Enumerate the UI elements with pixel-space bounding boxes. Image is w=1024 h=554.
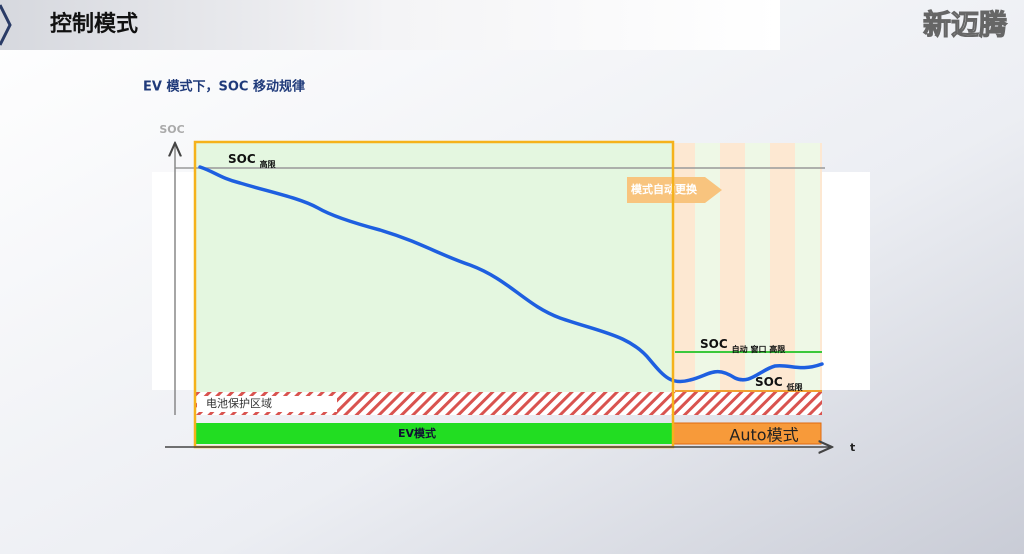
ev-region [195,143,672,392]
mode-switch-label: 模式自动更换 [631,182,698,196]
protection-label-bg [197,396,337,412]
soc: SOC [700,337,728,351]
window-high-label: SOC 自动 窗口 高限 [700,337,785,354]
mode-switch-arrow [627,177,722,203]
ev-mode-bar [196,423,672,444]
y-axis-label: SOC [159,123,184,136]
lower-limit-label: SOC 低限 [755,375,803,392]
protection-label: 电池保护区域 [206,396,272,410]
auto-stripe [795,143,820,392]
auto-mode-label: Auto模式 [729,426,798,445]
header-chevron [0,4,12,46]
soc: SOC [755,375,783,389]
soc: SOC [228,152,256,166]
ev-mode-label: EV模式 [398,426,436,440]
title: 控制模式 [50,11,138,37]
subscript: 低限 [786,382,803,392]
auto-stripe [745,143,770,392]
subscript: 高限 [260,159,276,169]
logo: 新迈腾 [923,8,1008,41]
subscript: 自动 窗口 高限 [732,344,786,354]
protection-zone [195,392,822,415]
x-axis-label: t [850,441,855,454]
upper-limit-label: SOC 高限 [228,152,276,169]
soc-curve [198,165,824,384]
subtitle: EV 模式下，SOC 移动规律 [143,79,305,95]
header-band [0,0,780,50]
